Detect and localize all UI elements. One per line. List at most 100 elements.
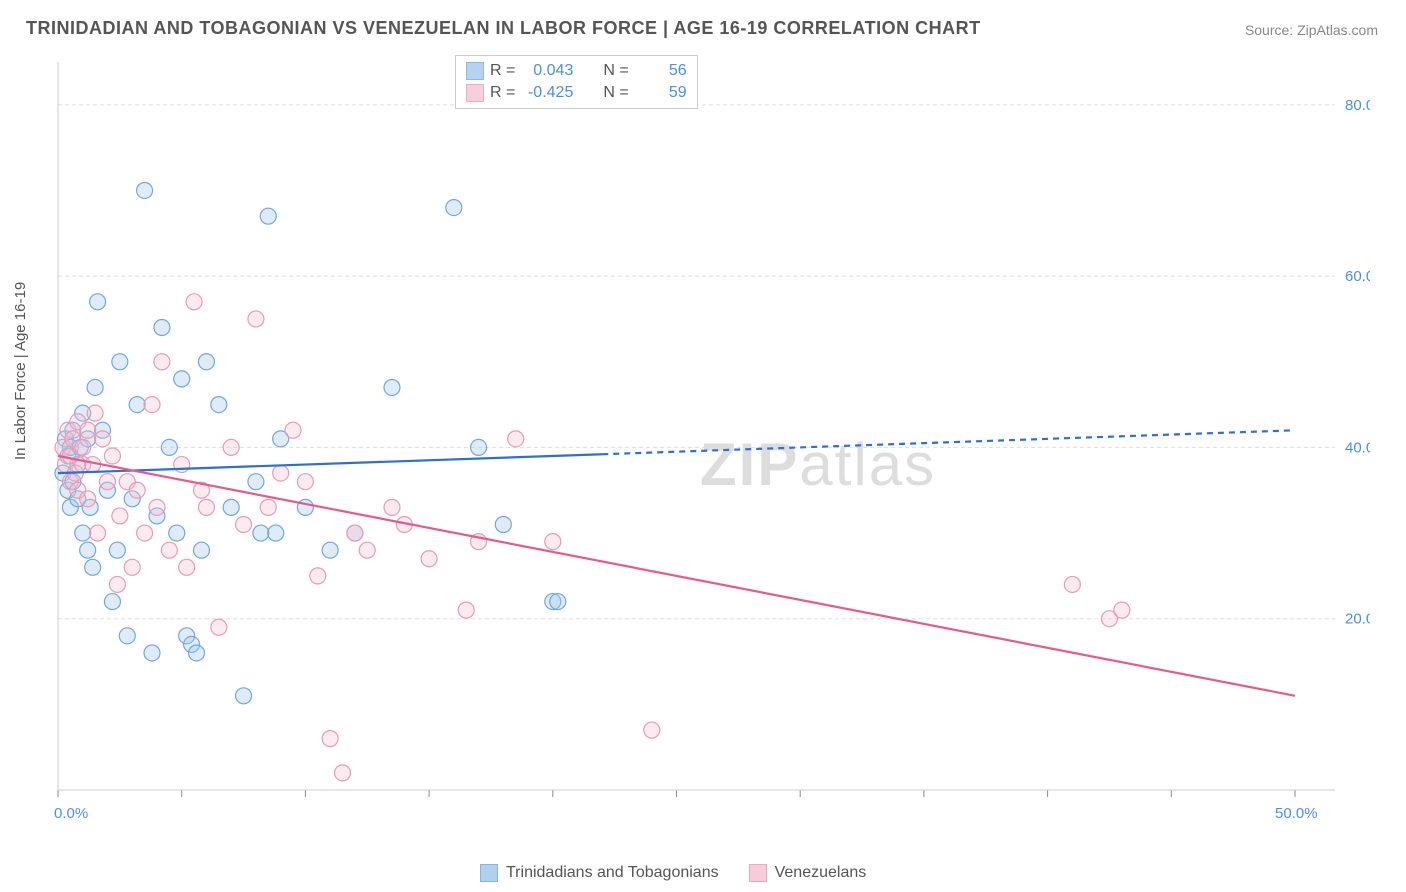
data-point bbox=[104, 448, 120, 464]
stats-row: R =0.043N =56 bbox=[466, 60, 687, 82]
regression-line bbox=[58, 454, 602, 473]
data-point bbox=[285, 422, 301, 438]
data-point bbox=[129, 482, 145, 498]
series-name: Trinidadians and Tobagonians bbox=[506, 864, 719, 882]
source-label: Source: ZipAtlas.com bbox=[1245, 22, 1378, 38]
data-point bbox=[95, 431, 111, 447]
chart-title: TRINIDADIAN AND TOBAGONIAN VS VENEZUELAN… bbox=[26, 18, 981, 39]
data-point bbox=[446, 200, 462, 216]
regression-line-dashed bbox=[602, 430, 1295, 454]
data-point bbox=[154, 354, 170, 370]
y-tick-label: 80.0% bbox=[1345, 97, 1370, 114]
data-point bbox=[268, 525, 284, 541]
series-legend-item: Venezuelans bbox=[749, 864, 867, 882]
data-point bbox=[144, 397, 160, 413]
data-point bbox=[87, 379, 103, 395]
stat-r-value: 0.043 bbox=[521, 60, 573, 82]
data-point bbox=[273, 465, 289, 481]
data-point bbox=[80, 542, 96, 558]
data-point bbox=[421, 551, 437, 567]
data-point bbox=[297, 474, 313, 490]
data-point bbox=[322, 542, 338, 558]
y-tick-label: 20.0% bbox=[1345, 611, 1370, 628]
data-point bbox=[80, 491, 96, 507]
legend-swatch bbox=[480, 864, 498, 882]
series-name: Venezuelans bbox=[775, 864, 867, 882]
data-point bbox=[137, 182, 153, 198]
data-point bbox=[104, 594, 120, 610]
stat-r-value: -0.425 bbox=[521, 82, 573, 104]
data-point bbox=[310, 568, 326, 584]
data-point bbox=[189, 645, 205, 661]
y-axis-label: In Labor Force | Age 16-19 bbox=[12, 282, 29, 460]
data-point bbox=[179, 559, 195, 575]
chart-container: TRINIDADIAN AND TOBAGONIAN VS VENEZUELAN… bbox=[0, 0, 1406, 892]
series-legend-item: Trinidadians and Tobagonians bbox=[480, 864, 719, 882]
data-point bbox=[174, 371, 190, 387]
data-point bbox=[193, 542, 209, 558]
data-point bbox=[322, 731, 338, 747]
legend-swatch bbox=[466, 62, 484, 80]
data-point bbox=[112, 508, 128, 524]
data-point bbox=[129, 397, 145, 413]
x-tick-label: 0.0% bbox=[54, 805, 88, 822]
data-point bbox=[75, 525, 91, 541]
data-point bbox=[223, 499, 239, 515]
data-point bbox=[119, 628, 135, 644]
data-point bbox=[384, 499, 400, 515]
data-point bbox=[644, 722, 660, 738]
data-point bbox=[1114, 602, 1130, 618]
regression-line bbox=[58, 456, 1295, 696]
data-point bbox=[211, 397, 227, 413]
data-point bbox=[169, 525, 185, 541]
data-point bbox=[124, 559, 140, 575]
stats-legend: R =0.043N =56R =-0.425N =59 bbox=[455, 55, 698, 109]
data-point bbox=[161, 439, 177, 455]
stat-r-label: R = bbox=[490, 82, 515, 104]
y-tick-label: 40.0% bbox=[1345, 439, 1370, 456]
data-point bbox=[144, 645, 160, 661]
data-point bbox=[384, 379, 400, 395]
data-point bbox=[80, 422, 96, 438]
data-point bbox=[260, 499, 276, 515]
legend-swatch bbox=[749, 864, 767, 882]
data-point bbox=[75, 439, 91, 455]
data-point bbox=[260, 208, 276, 224]
data-point bbox=[236, 516, 252, 532]
data-point bbox=[359, 542, 375, 558]
plot-svg: 20.0% 40.0% 60.0% 80.0% 0.0% 50.0% bbox=[50, 50, 1370, 830]
data-point bbox=[109, 576, 125, 592]
data-point bbox=[248, 474, 264, 490]
stat-n-value: 59 bbox=[635, 82, 687, 104]
data-point bbox=[550, 594, 566, 610]
legend-swatch bbox=[466, 84, 484, 102]
data-point bbox=[85, 559, 101, 575]
data-point bbox=[1064, 576, 1080, 592]
data-point bbox=[198, 499, 214, 515]
data-point bbox=[90, 294, 106, 310]
data-point bbox=[109, 542, 125, 558]
x-tick-label: 50.0% bbox=[1275, 805, 1318, 822]
data-point bbox=[248, 311, 264, 327]
data-point bbox=[149, 499, 165, 515]
data-point bbox=[458, 602, 474, 618]
data-point bbox=[545, 534, 561, 550]
data-point bbox=[161, 542, 177, 558]
data-point bbox=[223, 439, 239, 455]
data-point bbox=[90, 525, 106, 541]
data-point bbox=[253, 525, 269, 541]
data-point bbox=[174, 457, 190, 473]
data-point bbox=[471, 439, 487, 455]
stat-n-label: N = bbox=[603, 82, 628, 104]
data-point bbox=[508, 431, 524, 447]
data-point bbox=[198, 354, 214, 370]
y-tick-label: 60.0% bbox=[1345, 268, 1370, 285]
stats-row: R = -0.425 N = 59 bbox=[466, 82, 687, 104]
series-legend: Trinidadians and Tobagonians Venezuelans bbox=[480, 864, 866, 882]
data-point bbox=[347, 525, 363, 541]
data-point bbox=[87, 405, 103, 421]
stat-r-label: R = bbox=[490, 60, 515, 82]
data-point bbox=[211, 619, 227, 635]
data-point bbox=[236, 688, 252, 704]
data-point bbox=[495, 516, 511, 532]
